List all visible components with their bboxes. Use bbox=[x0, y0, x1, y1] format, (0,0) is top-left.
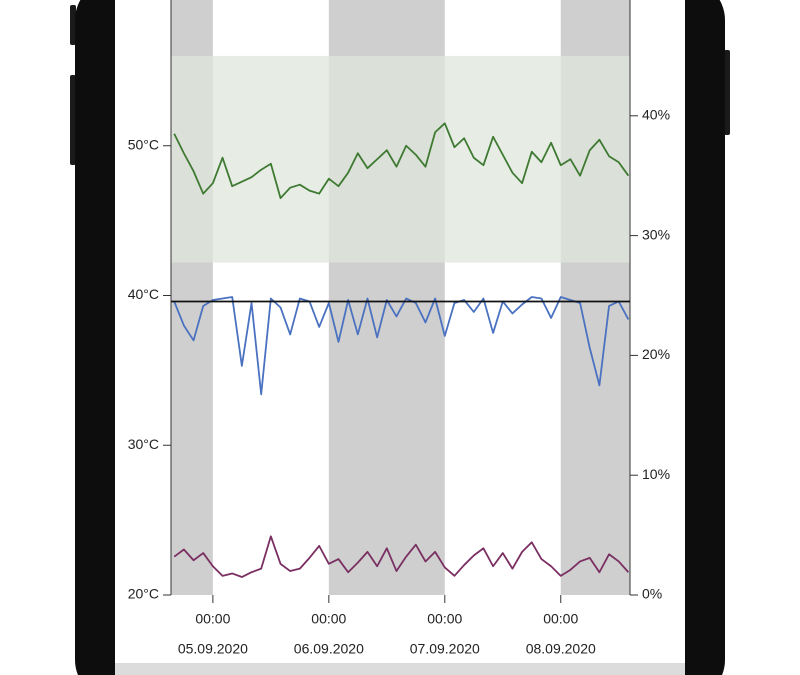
x-tick-label: 00:00 bbox=[543, 611, 578, 627]
x-tick-label: 00:00 bbox=[427, 611, 462, 627]
y-tick-label: 30°C bbox=[128, 436, 159, 452]
plot: 20°C 30°C 40°C 50°C 60°C 0% 10% 20% 30% 40% 50% 00:… bbox=[128, 0, 670, 657]
y-tick-label: 60°C bbox=[128, 0, 159, 3]
x-tick-label: 06.09.2020 bbox=[294, 641, 364, 657]
y2-tick-label: 10% bbox=[642, 466, 670, 482]
y-tick-label: 40°C bbox=[128, 286, 159, 302]
x-tick-label: 00:00 bbox=[195, 611, 230, 627]
side-button bbox=[724, 50, 730, 135]
y2-tick-label: 0% bbox=[642, 586, 662, 602]
bottom-bar bbox=[115, 663, 685, 675]
x-tick-label: 00:00 bbox=[311, 611, 346, 627]
y2-tick-label: 40% bbox=[642, 107, 670, 123]
series-line bbox=[173, 296, 630, 396]
side-button bbox=[70, 5, 76, 45]
x-tick-label: 07.09.2020 bbox=[410, 641, 480, 657]
x-tick-label: 05.09.2020 bbox=[178, 641, 248, 657]
y2-tick-label: 50% bbox=[642, 0, 670, 3]
y-tick-label: 50°C bbox=[128, 136, 159, 152]
series-line bbox=[173, 122, 630, 200]
y-tick-label: 20°C bbox=[128, 586, 159, 602]
y2-tick-label: 20% bbox=[642, 346, 670, 362]
x-tick-label: 08.09.2020 bbox=[526, 641, 596, 657]
side-button bbox=[70, 75, 76, 165]
y2-tick-label: 30% bbox=[642, 226, 670, 242]
series-line bbox=[173, 535, 630, 578]
